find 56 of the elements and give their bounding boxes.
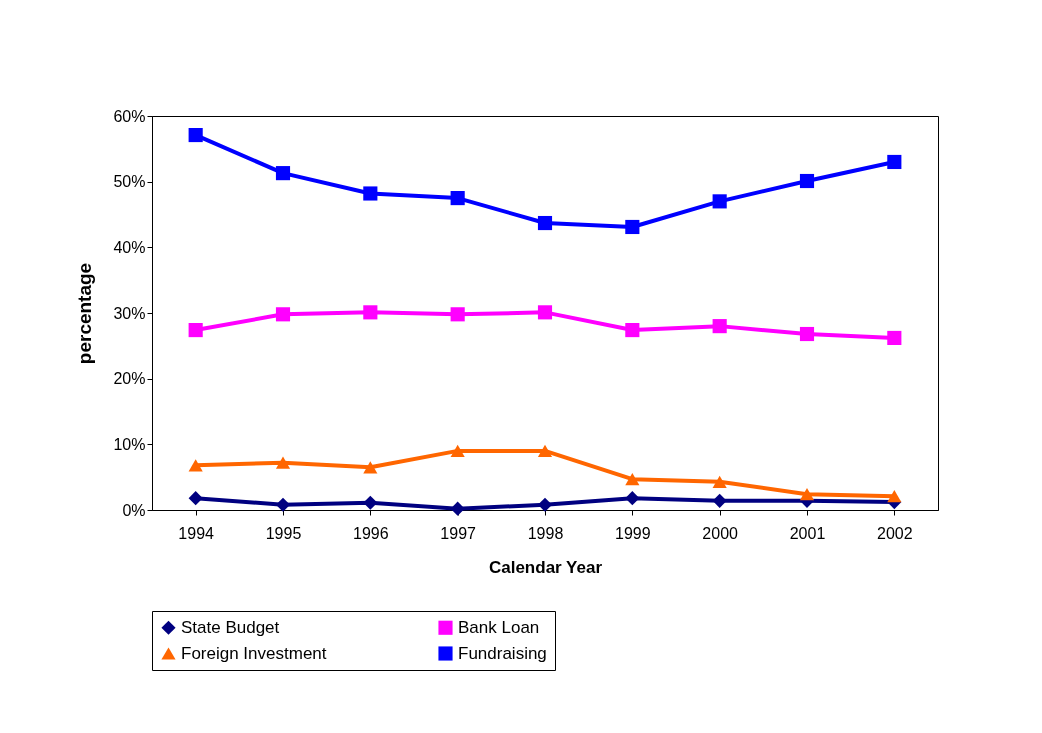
point	[712, 493, 727, 508]
point	[712, 475, 727, 488]
point	[188, 491, 203, 506]
x-tick-label: 1997	[440, 524, 477, 542]
point	[799, 488, 815, 501]
point	[188, 127, 203, 143]
point	[363, 461, 378, 474]
point	[537, 497, 553, 512]
x-axis-title: Calendar Year	[488, 557, 603, 577]
y-tick-label: 30%	[113, 304, 146, 322]
point	[887, 154, 902, 170]
point	[275, 497, 291, 512]
point	[712, 319, 727, 334]
point	[799, 173, 815, 189]
y-tick-label: 20%	[113, 370, 146, 388]
point	[450, 444, 465, 458]
point	[275, 456, 291, 469]
legend-label: State Budget	[181, 617, 280, 637]
point	[712, 194, 727, 209]
point	[887, 490, 902, 503]
point	[625, 473, 640, 486]
y-tick-label: 40%	[113, 238, 146, 256]
y-tick-label: 10%	[113, 435, 146, 453]
point	[450, 307, 465, 322]
x-tick-label: 1994	[178, 524, 215, 542]
point	[799, 326, 815, 342]
y-tick-label: 0%	[122, 501, 146, 519]
x-tick-label: 2001	[789, 524, 826, 542]
point	[537, 444, 553, 458]
point	[363, 305, 378, 320]
x-tick-label: 2000	[702, 524, 739, 542]
x-tick-label: 1995	[265, 524, 302, 542]
legend-label: Bank Loan	[458, 617, 540, 637]
point	[625, 491, 640, 506]
y-tick-label: 60%	[113, 107, 146, 125]
legend-label: Fundraising	[458, 643, 547, 663]
x-tick-label: 1996	[353, 524, 389, 542]
point	[625, 219, 640, 235]
legend-label: Foreign Investment	[181, 643, 327, 663]
x-tick-label: 1999	[615, 524, 651, 542]
point	[625, 323, 640, 338]
point	[537, 215, 553, 231]
point	[188, 459, 203, 472]
y-tick-label: 50%	[113, 173, 146, 191]
y-axis-title: percentage	[74, 262, 96, 365]
point	[275, 307, 291, 322]
point	[450, 191, 465, 206]
point	[450, 501, 465, 516]
point	[363, 495, 378, 510]
point	[275, 166, 291, 181]
point	[537, 305, 553, 320]
point	[188, 323, 203, 338]
point	[887, 330, 902, 346]
x-tick-label: 1998	[527, 524, 564, 542]
point	[363, 186, 378, 201]
x-tick-label: 2002	[877, 524, 913, 542]
